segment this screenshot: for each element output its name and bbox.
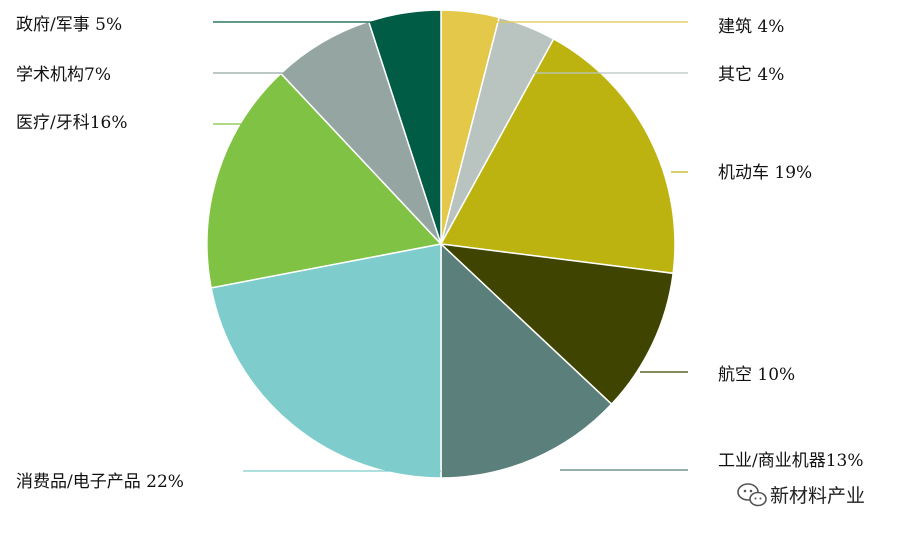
slice-label: 建筑 4% xyxy=(718,17,784,37)
watermark-text: 新材料产业 xyxy=(770,485,865,507)
leader-lines xyxy=(213,21,688,472)
pie-slice xyxy=(439,37,676,275)
pie-slices xyxy=(206,9,676,479)
slice-label: 消费品/电子产品 22% xyxy=(16,472,184,492)
wechat-icon xyxy=(737,483,767,507)
pie-slice xyxy=(438,242,674,406)
pie-slice xyxy=(440,242,613,479)
slice-labels: 建筑 4% 其它 4% 机动车 19% 航空 10% 工业/商业机器13% 消费品/电子产… xyxy=(16,15,864,492)
pie-slice xyxy=(206,72,443,289)
slice-label: 机动车 19% xyxy=(718,163,812,183)
pie-slice xyxy=(210,243,442,479)
slice-label: 其它 4% xyxy=(718,65,784,85)
slice-label: 航空 10% xyxy=(718,365,795,385)
slice-label: 政府/军事 5% xyxy=(16,15,122,35)
slice-label: 学术机构7% xyxy=(16,65,111,85)
slice-label: 工业/商业机器13% xyxy=(718,451,864,471)
watermark: 新材料产业 xyxy=(737,483,865,507)
slice-label: 医疗/牙科16% xyxy=(16,113,128,133)
